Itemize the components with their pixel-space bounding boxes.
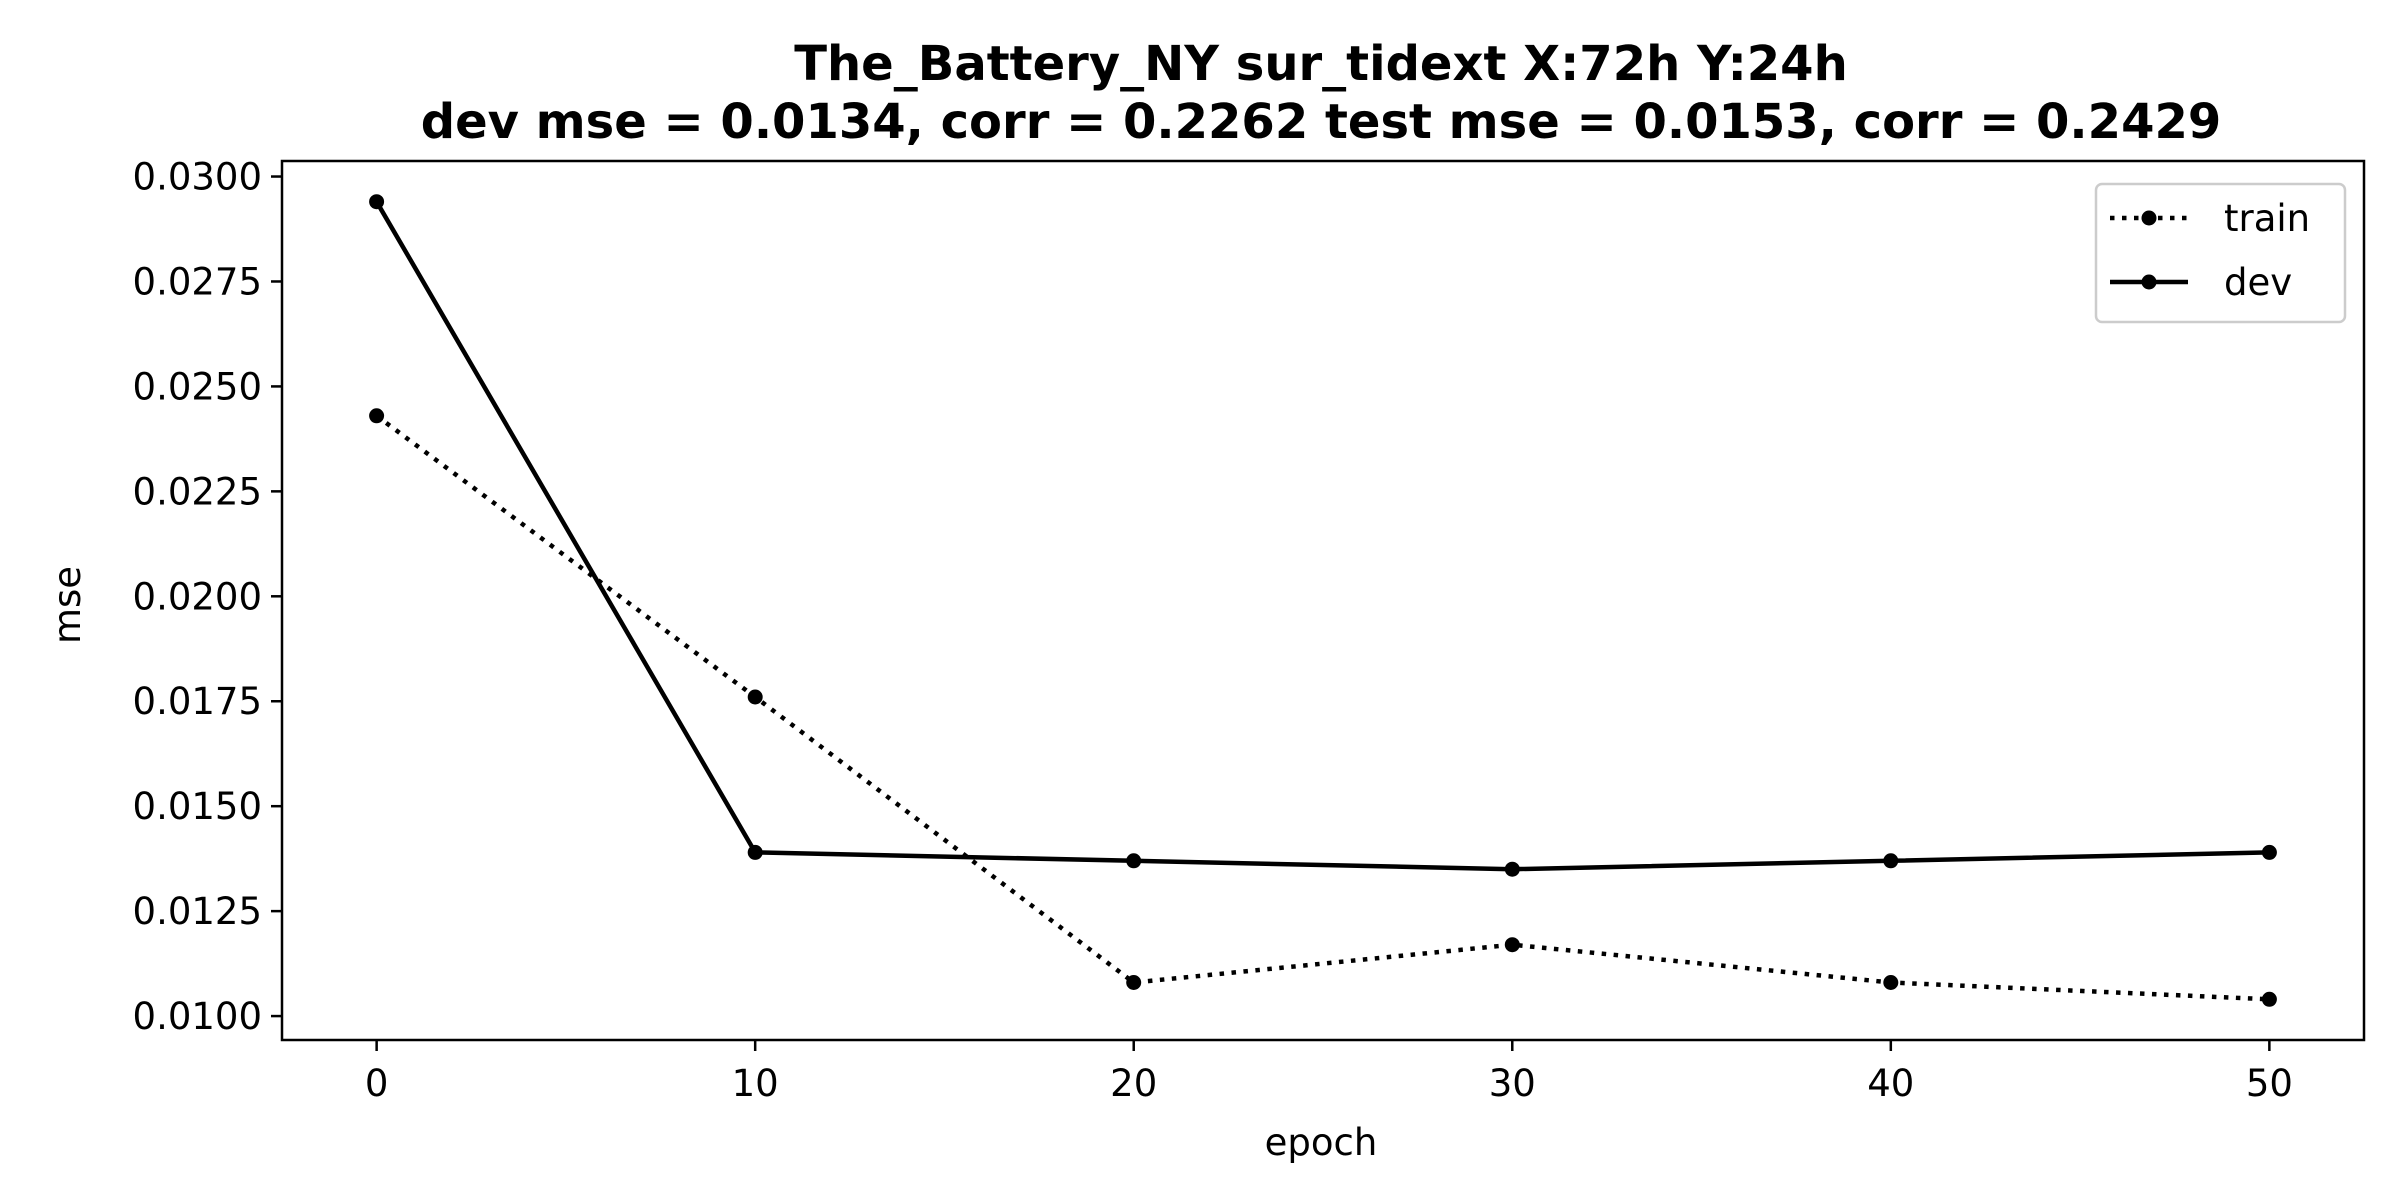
series-line-dev [374,200,2270,872]
legend-marker-train [2141,210,2157,226]
data-point-train-0 [369,408,385,424]
data-point-dev-2 [1126,853,1142,869]
y-tick-label: 0.0100 [133,995,262,1038]
data-point-dev-1 [747,844,763,860]
legend: train dev [2094,182,2347,324]
data-point-train-3 [1504,937,1520,953]
y-tick-label: 0.0125 [133,890,262,933]
x-tick-label: 0 [365,1062,389,1105]
data-point-train-1 [747,689,763,705]
y-axis-label: mse [46,566,89,644]
plot-frame [280,159,2366,1042]
y-tick-label: 0.0175 [133,680,262,723]
data-point-train-5 [2261,991,2277,1007]
x-tick-label: 20 [1110,1062,1157,1105]
x-axis-label: epoch [1265,1121,1378,1164]
plot-area: 0 10 20 30 40 50 0.0100 0.0125 0.0150 0.0175 0.020… [133,156,2366,1105]
legend-label-dev: dev [2224,261,2292,304]
x-tick-label: 30 [1489,1062,1536,1105]
y-tick-label: 0.0300 [133,156,262,199]
legend-marker-dev [2141,274,2157,290]
legend-label-train: train [2224,197,2310,240]
chart-subtitle: dev mse = 0.0134, corr = 0.2262 test mse… [421,94,2222,150]
data-point-dev-5 [2261,844,2277,860]
data-point-dev-3 [1504,861,1520,877]
chart-title: The_Battery_NY sur_tidext X:72h Y:24h [794,36,1847,92]
y-tick-label: 0.0250 [133,365,262,408]
data-point-train-2 [1126,975,1142,990]
x-tick-label: 10 [732,1062,779,1105]
y-tick-label: 0.0150 [133,785,262,828]
y-tick-label: 0.0225 [133,470,262,513]
y-tick-label: 0.0275 [133,260,262,303]
y-tick-label: 0.0200 [133,575,262,618]
data-point-dev-0 [369,194,385,210]
data-point-train-4 [1883,975,1899,990]
data-point-dev-4 [1883,853,1899,869]
x-tick-label: 40 [1867,1062,1914,1105]
x-tick-label: 50 [2246,1062,2293,1105]
